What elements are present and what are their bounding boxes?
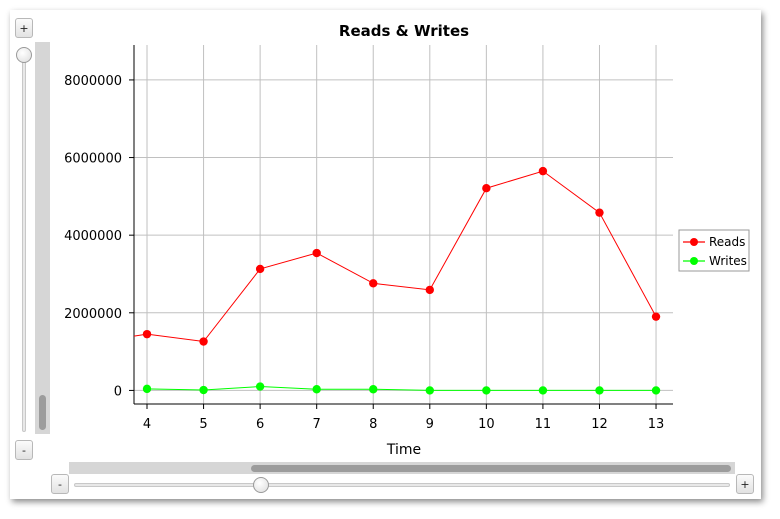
x-tick-label-7: 7	[313, 417, 321, 432]
y-tick-label-2000000: 2000000	[64, 307, 122, 322]
writes-point-13	[651, 386, 661, 395]
horizontal-scrollbar-thumb[interactable]	[251, 465, 731, 472]
reads-point-13	[651, 312, 661, 321]
reads-point-6	[255, 264, 265, 274]
horizontal-zoom-out-button[interactable]: -	[51, 474, 69, 494]
reads-point-11	[538, 166, 548, 176]
chart-title: Reads & Writes	[339, 22, 469, 40]
reads-point-7	[312, 248, 321, 258]
x-tick-label-13: 13	[648, 417, 665, 432]
y-tick-label-4000000: 4000000	[64, 229, 122, 244]
x-tick-label-11: 11	[535, 417, 552, 432]
writes-point-9	[425, 386, 434, 395]
writes-point-8	[369, 385, 378, 394]
x-tick-label-4: 4	[143, 417, 151, 432]
y-tick-label-8000000: 8000000	[64, 74, 122, 89]
reads-point-4	[142, 329, 152, 339]
reads-point-10	[482, 184, 491, 193]
x-tick-label-5: 5	[199, 417, 207, 432]
reads-point-9	[425, 285, 434, 295]
x-tick-label-8: 8	[369, 417, 377, 432]
writes-point-5	[199, 385, 208, 395]
writes-series-line	[146, 386, 657, 391]
legend-writes-marker	[690, 257, 698, 265]
x-axis-label: Time	[386, 442, 421, 458]
horizontal-zoom-slider[interactable]	[74, 483, 730, 487]
horizontal-zoom-slider-knob[interactable]	[253, 477, 270, 493]
vertical-zoom-slider-knob[interactable]	[16, 47, 32, 63]
writes-point-6	[255, 382, 265, 391]
legend-box	[678, 229, 750, 272]
x-tick-label-10: 10	[478, 417, 495, 432]
vertical-scrollbar-thumb[interactable]	[39, 395, 46, 430]
writes-point-10	[482, 386, 491, 395]
vertical-zoom-in-button[interactable]: +	[15, 18, 33, 38]
chart-window	[10, 10, 761, 499]
reads-point-12	[595, 208, 604, 217]
x-tick-label-9: 9	[426, 417, 434, 432]
legend-writes-label: Writes	[709, 254, 747, 268]
writes-point-12	[595, 386, 604, 395]
writes-point-4	[142, 384, 152, 394]
y-tick-label-6000000: 6000000	[64, 152, 122, 167]
reads-point-5	[199, 337, 208, 346]
vertical-scrollbar[interactable]	[35, 42, 50, 434]
horizontal-scrollbar[interactable]	[69, 462, 735, 474]
legend-reads-marker	[690, 238, 698, 246]
writes-point-11	[538, 386, 548, 395]
x-tick-label-6: 6	[256, 417, 264, 432]
vertical-zoom-out-button[interactable]: -	[15, 440, 33, 460]
x-tick-label-12: 12	[591, 417, 608, 432]
horizontal-zoom-in-button[interactable]: +	[736, 474, 754, 494]
y-tick-label-0: 0	[114, 384, 122, 399]
legend-reads-label: Reads	[709, 235, 745, 249]
writes-point-7	[312, 385, 321, 394]
reads-point-8	[369, 279, 378, 288]
reads-series-line	[133, 170, 657, 343]
